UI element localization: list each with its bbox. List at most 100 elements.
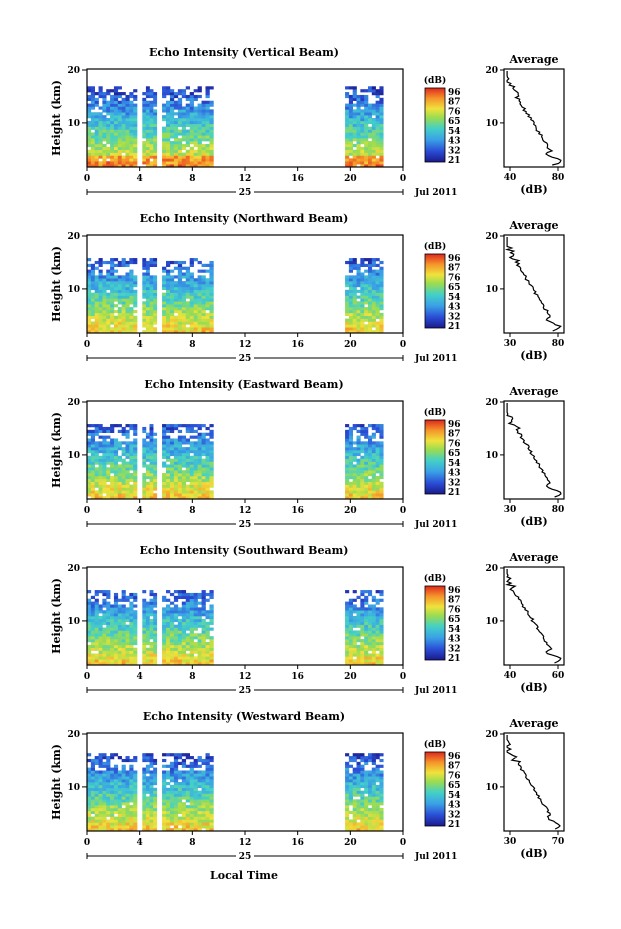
heatmap-cell xyxy=(201,309,206,314)
heatmap-cell xyxy=(98,647,103,651)
heatmap-cell xyxy=(133,327,138,331)
heatmap-cell xyxy=(193,149,198,153)
heatmap-cell xyxy=(173,318,179,322)
heatmap-cell xyxy=(166,138,171,142)
heatmap-cell xyxy=(113,779,119,783)
heatmap-cell xyxy=(173,618,179,623)
heatmap-cell xyxy=(352,807,357,812)
heatmap-cell xyxy=(345,327,350,331)
heatmap-cell xyxy=(153,601,158,605)
heatmap-cell xyxy=(166,298,171,302)
heatmap-cell xyxy=(209,656,214,660)
heatmap-cell xyxy=(205,292,210,296)
heatmap-cell xyxy=(121,758,126,763)
heatmap-cell xyxy=(94,641,99,646)
heatmap-cell xyxy=(197,802,202,806)
heatmap-cell xyxy=(121,650,126,654)
heatmap-cell xyxy=(113,662,119,666)
heatmap-cell xyxy=(133,103,138,107)
heatmap-cell xyxy=(181,450,187,454)
heatmap-cell xyxy=(125,106,130,110)
heatmap-cell xyxy=(117,132,122,136)
colorbar-tick: 76 xyxy=(448,107,461,117)
heatmap-cell xyxy=(145,295,150,299)
heatmap-cell xyxy=(193,461,198,465)
heatmap-cell xyxy=(348,318,353,322)
heatmap-cell xyxy=(371,464,376,468)
heatmap-cell xyxy=(153,475,158,480)
heatmap-cell xyxy=(133,493,138,497)
heatmap-cell xyxy=(201,450,206,454)
heatmap-cell xyxy=(379,639,384,643)
heatmap-cell xyxy=(201,807,206,812)
heatmap-cell xyxy=(375,481,380,485)
heatmap-cell xyxy=(87,753,92,757)
heatmap-cell xyxy=(133,260,138,265)
heatmap-cell xyxy=(125,793,130,797)
heatmap-cell xyxy=(352,630,357,634)
heatmap-cell xyxy=(364,770,369,774)
heatmap-cell xyxy=(153,295,158,299)
heatmap-cell xyxy=(129,94,134,99)
heatmap-cell xyxy=(379,450,384,454)
heatmap-cell xyxy=(189,784,194,789)
heatmap-cell xyxy=(169,813,175,817)
heatmap-cell xyxy=(201,644,206,648)
heatmap-cell xyxy=(110,438,115,442)
heatmap-cell xyxy=(129,272,134,276)
heatmap-cell xyxy=(352,779,357,783)
heatmap-cell xyxy=(189,470,194,474)
heatmap-cell xyxy=(106,106,111,110)
heatmap-cell xyxy=(345,149,350,153)
heatmap-cell xyxy=(193,641,198,646)
heatmap-cell xyxy=(185,641,190,646)
heatmap-cell xyxy=(379,269,384,273)
heatmap-cell xyxy=(177,447,183,451)
heatmap-cell xyxy=(205,152,210,156)
heatmap-cell xyxy=(87,782,92,786)
heatmap-cell xyxy=(177,633,183,637)
heatmap-cell xyxy=(193,467,198,471)
heatmap-cell xyxy=(153,330,158,334)
heatmap-cell xyxy=(201,295,206,299)
heatmap-cell xyxy=(375,441,380,445)
heatmap-cell xyxy=(185,295,190,299)
heatmap-cell xyxy=(193,94,198,99)
heatmap-cell xyxy=(125,275,130,279)
heatmap-cell xyxy=(360,429,365,433)
heatmap-cell xyxy=(364,298,369,302)
heatmap-cell xyxy=(110,327,115,331)
heatmap-cell xyxy=(125,272,130,276)
heatmap-cell xyxy=(209,604,214,608)
heatmap-cell xyxy=(379,753,384,757)
heatmap-cell xyxy=(364,112,369,116)
heatmap-cell xyxy=(360,149,365,153)
heatmap-cell xyxy=(379,653,384,657)
heatmap-cell xyxy=(106,126,111,130)
heatmap-cell xyxy=(367,129,373,133)
heatmap-cell xyxy=(133,604,138,608)
heatmap-cell xyxy=(205,94,210,99)
heatmap-cell xyxy=(375,455,380,459)
heatmap-cell xyxy=(102,773,107,777)
heatmap-cell xyxy=(379,155,384,159)
heatmap-cell xyxy=(371,132,376,136)
heatmap-cell xyxy=(125,810,130,814)
heatmap-cell xyxy=(87,304,92,308)
heatmap-cell xyxy=(356,330,361,334)
heatmap-cell xyxy=(166,109,171,113)
heatmap-cell xyxy=(145,307,150,311)
heatmap-cell xyxy=(98,115,103,119)
heatmap-cell xyxy=(205,289,210,293)
heatmap-cell xyxy=(149,309,154,314)
heatmap-cell xyxy=(133,475,138,480)
heatmap-cell xyxy=(189,115,194,119)
heatmap-cell xyxy=(360,312,365,316)
heatmap-cell xyxy=(173,761,179,765)
heatmap-cell xyxy=(94,450,99,454)
heatmap-cell xyxy=(193,796,198,800)
heatmap-cell xyxy=(209,647,214,651)
heatmap-cell xyxy=(375,613,380,617)
heatmap-cell xyxy=(364,607,369,611)
heatmap-cell xyxy=(117,281,122,285)
